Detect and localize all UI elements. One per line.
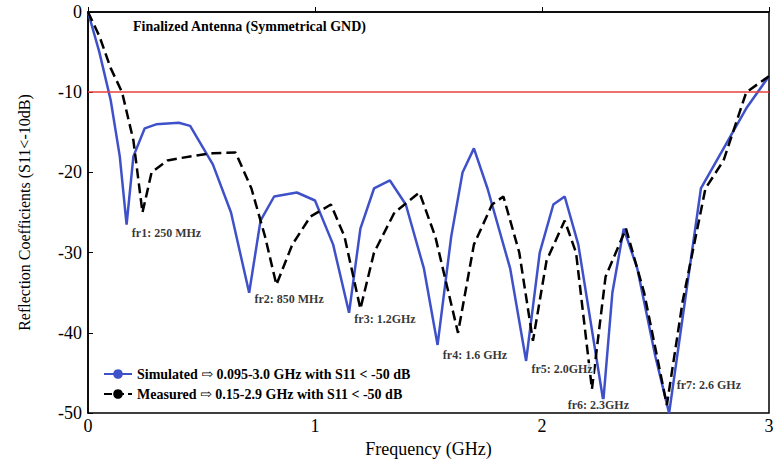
svg-text:-10: -10: [58, 82, 82, 102]
svg-text:fr3: 1.2GHz: fr3: 1.2GHz: [354, 312, 416, 326]
svg-text:fr4: 1.6 GHz: fr4: 1.6 GHz: [443, 348, 508, 362]
svg-text:Finalized Antenna (Symmetrical: Finalized Antenna (Symmetrical GND): [133, 19, 366, 35]
svg-text:fr5: 2.0GHz: fr5: 2.0GHz: [531, 362, 593, 376]
svg-text:fr6: 2.3GHz: fr6: 2.3GHz: [568, 398, 630, 412]
svg-text:2: 2: [538, 416, 547, 436]
svg-text:fr1: 250 MHz: fr1: 250 MHz: [132, 226, 202, 240]
svg-text:Simulated ⇨ 0.095-3.0 GHz with: Simulated ⇨ 0.095-3.0 GHz with S11 < -50…: [137, 367, 410, 382]
svg-text:1: 1: [311, 416, 320, 436]
svg-text:-30: -30: [58, 243, 82, 263]
svg-text:3: 3: [765, 416, 774, 436]
svg-text:fr2: 850 MHz: fr2: 850 MHz: [254, 292, 324, 306]
svg-text:Reflection Coefficients (S11<-: Reflection Coefficients (S11<-10dB): [16, 94, 34, 331]
svg-text:0: 0: [84, 416, 93, 436]
svg-text:Frequency (GHz): Frequency (GHz): [365, 439, 491, 460]
svg-text:-20: -20: [58, 162, 82, 182]
svg-text:Measured ⇨ 0.15-2.9 GHz with S: Measured ⇨ 0.15-2.9 GHz with S11 < -50 d…: [137, 387, 402, 402]
svg-text:-40: -40: [58, 323, 82, 343]
svg-text:-50: -50: [58, 403, 82, 423]
svg-text:0: 0: [73, 2, 82, 22]
svg-text:fr7: 2.6 GHz: fr7: 2.6 GHz: [677, 378, 742, 392]
